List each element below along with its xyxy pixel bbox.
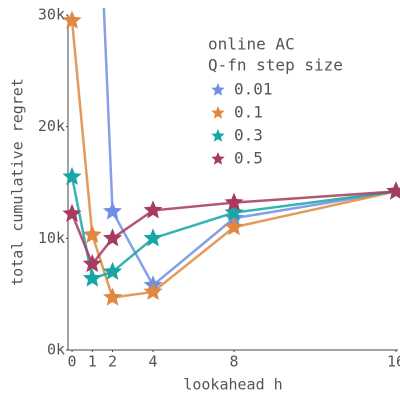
star-marker xyxy=(62,10,82,29)
x-axis-label: lookahead h xyxy=(183,376,282,394)
star-marker xyxy=(82,225,102,244)
star-marker xyxy=(103,201,123,220)
star-marker xyxy=(143,228,163,247)
legend-marker xyxy=(211,129,225,142)
x-tick-label: 0 xyxy=(68,353,77,371)
series-line xyxy=(102,8,397,288)
y-tick-label: 30k xyxy=(38,6,65,24)
plot-area xyxy=(62,8,400,306)
star-marker xyxy=(143,281,163,300)
star-marker xyxy=(82,268,102,287)
star-marker xyxy=(62,203,82,222)
legend-title: Q-fn step size xyxy=(208,56,343,75)
star-marker xyxy=(143,200,163,219)
y-tick-label: 0k xyxy=(47,341,65,359)
star-marker xyxy=(103,261,123,280)
x-tick-label: 4 xyxy=(149,353,158,371)
x-tick-label: 8 xyxy=(229,353,238,371)
series-line xyxy=(70,20,397,299)
y-tick-label: 10k xyxy=(38,229,65,247)
y-axis-label: total cumulative regret xyxy=(9,78,27,286)
series-line xyxy=(70,190,397,267)
x-tick-label: 16 xyxy=(387,353,400,371)
star-marker xyxy=(62,166,82,185)
legend-title: online AC xyxy=(208,35,295,54)
star-marker xyxy=(82,254,102,273)
star-marker xyxy=(224,217,244,236)
star-marker xyxy=(103,287,123,306)
y-tick-label: 20k xyxy=(38,117,65,135)
legend-label: 0.3 xyxy=(234,126,263,145)
legend-label: 0.5 xyxy=(234,149,263,168)
star-marker xyxy=(386,181,400,200)
legend-marker xyxy=(211,152,225,165)
star-marker xyxy=(103,228,123,247)
legend-label: 0.01 xyxy=(234,80,273,99)
star-marker xyxy=(224,202,244,221)
x-tick-label: 1 xyxy=(88,353,97,371)
x-tick-label: 2 xyxy=(108,353,117,371)
legend-label: 0.1 xyxy=(234,103,263,122)
legend-marker xyxy=(211,106,225,119)
legend-marker xyxy=(211,83,225,96)
star-marker xyxy=(224,192,244,211)
